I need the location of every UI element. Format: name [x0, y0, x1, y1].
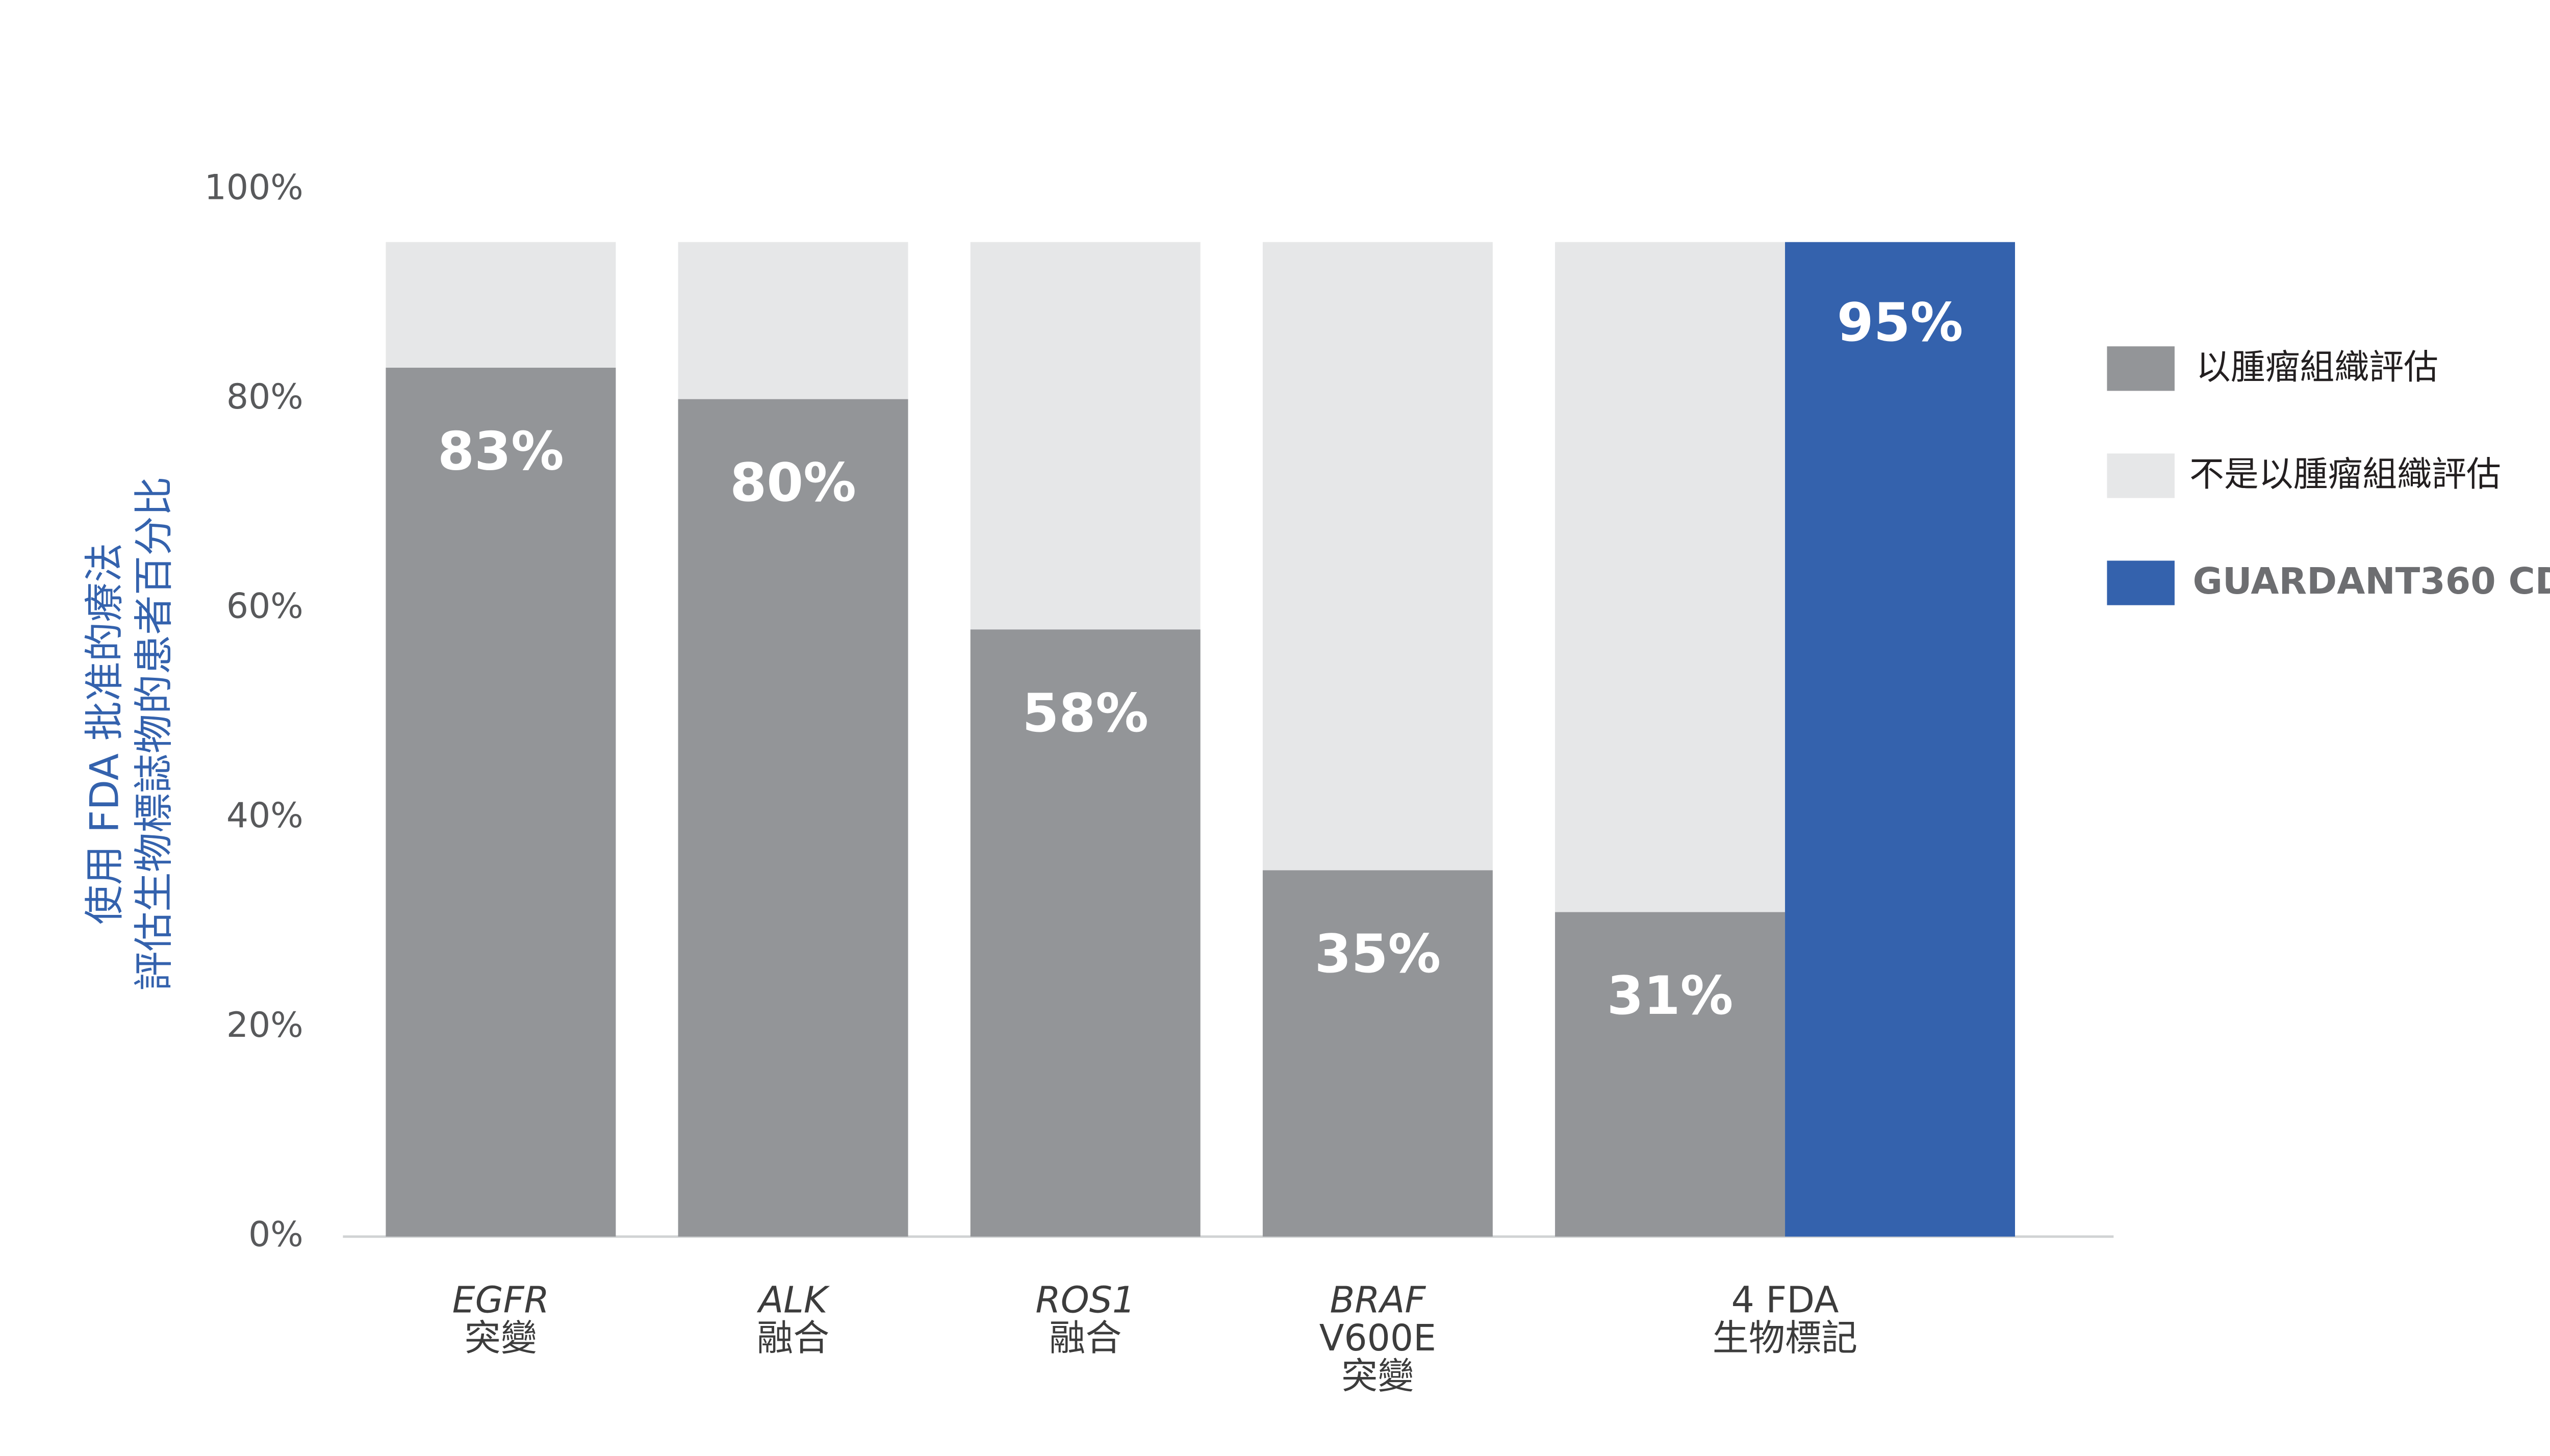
bar-segment [1555, 912, 1786, 1237]
legend-label: GUARDANT360 CDx [2192, 560, 2550, 602]
bar-segment [970, 629, 1201, 1237]
value-label: 58% [1022, 683, 1149, 744]
bar-segment [678, 242, 908, 399]
x-tick-label: EGFR [452, 1279, 549, 1321]
y-tick-label: 60% [226, 586, 303, 627]
x-tick-label: V600E [1319, 1317, 1436, 1359]
value-label: 95% [1837, 292, 1964, 353]
value-label: 31% [1607, 965, 1733, 1027]
bar-segment [1262, 242, 1493, 871]
x-tick-label: BRAF [1330, 1279, 1426, 1321]
y-axis-title: 使用 FDA 批准的療法 [82, 543, 128, 925]
y-axis-title: 評估生物標誌物的患者百分比 [132, 477, 177, 991]
value-label: 35% [1315, 924, 1441, 985]
y-tick-label: 40% [226, 796, 303, 836]
value-label: 83% [438, 421, 564, 482]
bar-segment [386, 242, 616, 368]
bar-segment [1555, 242, 1786, 912]
legend-swatch [2107, 453, 2175, 498]
x-tick-label: 突變 [465, 1317, 537, 1359]
value-label: 80% [730, 452, 856, 514]
y-tick-label: 0% [248, 1214, 303, 1255]
x-tick-label: 融合 [757, 1317, 829, 1359]
x-tick-label: 融合 [1049, 1317, 1121, 1359]
x-tick-label: ROS1 [1035, 1279, 1135, 1321]
bar-segment [386, 367, 616, 1237]
x-tick-label: 生物標記 [1713, 1317, 1857, 1359]
legend-swatch [2107, 346, 2175, 391]
bar [1785, 242, 2015, 1237]
bar-segment [970, 242, 1201, 630]
y-tick-label: 100% [205, 168, 303, 208]
x-tick-label: 4 FDA [1731, 1279, 1839, 1321]
x-tick-label: ALK [757, 1279, 830, 1321]
legend-label: 以腫瘤組織評估 [2196, 347, 2438, 388]
legend-swatch [2107, 560, 2175, 605]
legend-label: 不是以腫瘤組織評估 [2189, 454, 2501, 495]
bar-segment [678, 399, 908, 1237]
bar-segment [1262, 870, 1493, 1237]
x-tick-label: 突變 [1341, 1355, 1414, 1397]
y-tick-label: 80% [226, 377, 303, 417]
y-tick-label: 20% [226, 1005, 303, 1045]
